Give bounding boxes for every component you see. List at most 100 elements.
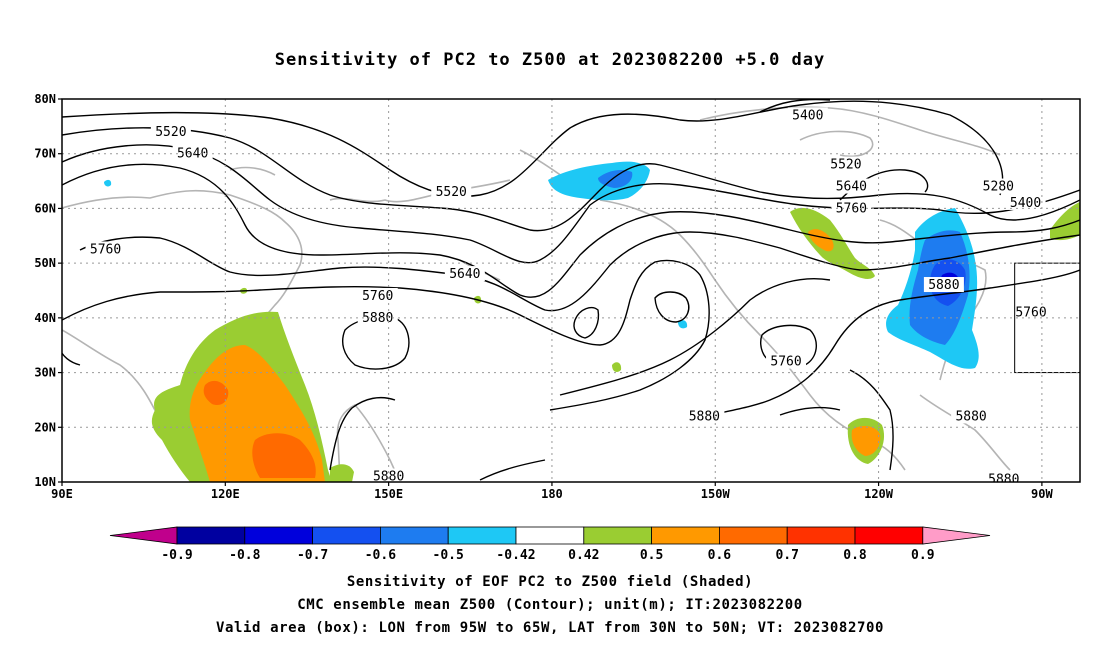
contour-label: 5400 — [792, 108, 823, 123]
contour-label-bg — [85, 241, 126, 257]
colorbar-label: 0.42 — [568, 548, 599, 563]
contour-label: 5760 — [836, 201, 867, 216]
positive-region-na-orange — [808, 229, 834, 252]
contour-label: 5880 — [928, 278, 959, 293]
colorbar-label: -0.6 — [365, 548, 396, 563]
lat-tick-label: 40N — [34, 311, 56, 325]
contour-label-bg — [431, 184, 472, 200]
contour-label: 5880 — [373, 470, 404, 485]
lon-tick-label: 90W — [1031, 487, 1053, 501]
contour-label-bg — [766, 353, 807, 369]
contour-label: 5880 — [362, 311, 393, 326]
positive-region-atlantic-green — [1050, 202, 1080, 241]
contour-label-bg — [787, 107, 828, 123]
caption-contour: CMC ensemble mean Z500 (Contour); unit(m… — [297, 597, 803, 613]
contour-label: 5640 — [449, 267, 480, 282]
positive-region-gulf-orange — [851, 425, 881, 456]
colorbar-swatch — [854, 526, 924, 545]
longitude-axis: 90E120E150E180150W120W90W60W — [51, 482, 1053, 501]
positive-region-sea-green — [330, 464, 354, 482]
lon-tick-label: 120E — [211, 487, 240, 501]
colorbar-swatch — [515, 526, 585, 545]
lon-tick-label: 150E — [374, 487, 403, 501]
lat-tick-label: 30N — [34, 366, 56, 380]
z500-contours — [62, 99, 1080, 481]
map-frame — [61, 98, 1081, 483]
colorbar-label: 0.7 — [775, 548, 798, 563]
gridlines — [62, 99, 1080, 482]
contour-label: 5520 — [155, 125, 186, 140]
positive-region-asia-darkorange — [252, 433, 316, 478]
contour-label-bg — [357, 309, 398, 325]
lat-tick-label: 80N — [34, 92, 56, 106]
contour-labels: 5520 5640 5760 5520 5640 5760 5880 5400 5520 5640… — [85, 107, 1052, 487]
lat-tick-label: 20N — [34, 420, 56, 434]
lat-tick-label: 10N — [34, 475, 56, 489]
colorbar-swatch — [583, 526, 652, 545]
contour-label: 5280 — [983, 180, 1014, 195]
contour-label: 5760 — [1015, 305, 1046, 320]
contour-label: 5640 — [177, 147, 208, 162]
contour-label-bg — [150, 123, 191, 139]
colorbar-swatch — [176, 526, 246, 545]
colorbar-label: -0.42 — [496, 548, 535, 563]
caption-shading: Sensitivity of EOF PC2 to Z500 field (Sh… — [346, 574, 754, 590]
colorbar-end-high — [922, 526, 991, 545]
colorbar-label: -0.5 — [433, 548, 464, 563]
contour-label-bg — [825, 156, 866, 172]
positive-speck-pacific-2 — [612, 362, 622, 373]
colorbar-label: -0.8 — [229, 548, 260, 563]
lat-tick-label: 70N — [34, 147, 56, 161]
colorbar-swatch — [447, 526, 517, 545]
colorbar-swatch — [244, 526, 314, 545]
contour-label-bg — [923, 277, 964, 293]
colorbar-label: 0.6 — [708, 548, 732, 563]
contour-label-bg — [172, 145, 213, 161]
chart-title: Sensitivity of PC2 to Z500 at 2023082200… — [274, 50, 826, 70]
contour-label: 5520 — [830, 158, 861, 173]
colorbar: -0.9 -0.8 -0.7 -0.6 -0.5 -0.42 0.42 0.5 0.6 0.7 0.… — [109, 526, 991, 563]
valid-area-box — [1014, 262, 1080, 374]
contour-label-bg — [1005, 194, 1046, 210]
lon-tick-label: 150W — [701, 487, 731, 501]
contour-label-bg — [1011, 304, 1052, 320]
colorbar-label: 0.9 — [911, 548, 934, 563]
contour-label-bg — [368, 468, 409, 482]
latitude-axis: 80N 70N 60N 50N 40N 30N 20N 10N — [34, 92, 62, 489]
contour-label-bg — [978, 178, 1019, 194]
sensitivity-shading — [104, 161, 1080, 482]
contour-label-bg — [983, 471, 1024, 482]
colorbar-swatch — [312, 526, 381, 545]
colorbar-label: 0.5 — [640, 548, 663, 563]
contour-label-bg — [951, 408, 992, 424]
lon-tick-label: 120W — [864, 487, 894, 501]
colorbar-swatch — [379, 526, 449, 545]
lon-tick-label: 180 — [541, 487, 563, 501]
colorbar-label: -0.9 — [161, 548, 192, 563]
contour-label: 5760 — [362, 289, 393, 304]
colorbar-swatch — [786, 526, 856, 545]
contour-label-bg — [684, 408, 725, 424]
positive-region-asia-darkorange-2 — [203, 380, 229, 406]
contour-label-bg — [831, 178, 872, 194]
contour-label: 5880 — [988, 472, 1019, 487]
contour-label-bg — [357, 287, 398, 303]
colorbar-swatch — [719, 526, 788, 545]
contour-label-bg — [444, 266, 485, 282]
contour-label: 5400 — [1010, 196, 1041, 211]
colorbar-swatch — [651, 526, 720, 545]
colorbar-label: -0.7 — [297, 548, 328, 563]
contour-label: 5880 — [689, 409, 720, 424]
contour-label: 5760 — [770, 355, 801, 370]
lon-tick-label: 90E — [51, 487, 73, 501]
negative-speck-pacific — [678, 320, 688, 329]
contour-label: 5760 — [90, 242, 121, 257]
contour-label-bg — [831, 200, 872, 216]
contour-label: 5520 — [436, 185, 467, 200]
lat-tick-label: 50N — [34, 256, 56, 270]
lat-tick-label: 60N — [34, 201, 56, 215]
contour-label: 5880 — [955, 409, 986, 424]
caption-valid-area: Valid area (box): LON from 95W to 65W, L… — [215, 620, 885, 636]
negative-speck-asia — [104, 179, 112, 187]
